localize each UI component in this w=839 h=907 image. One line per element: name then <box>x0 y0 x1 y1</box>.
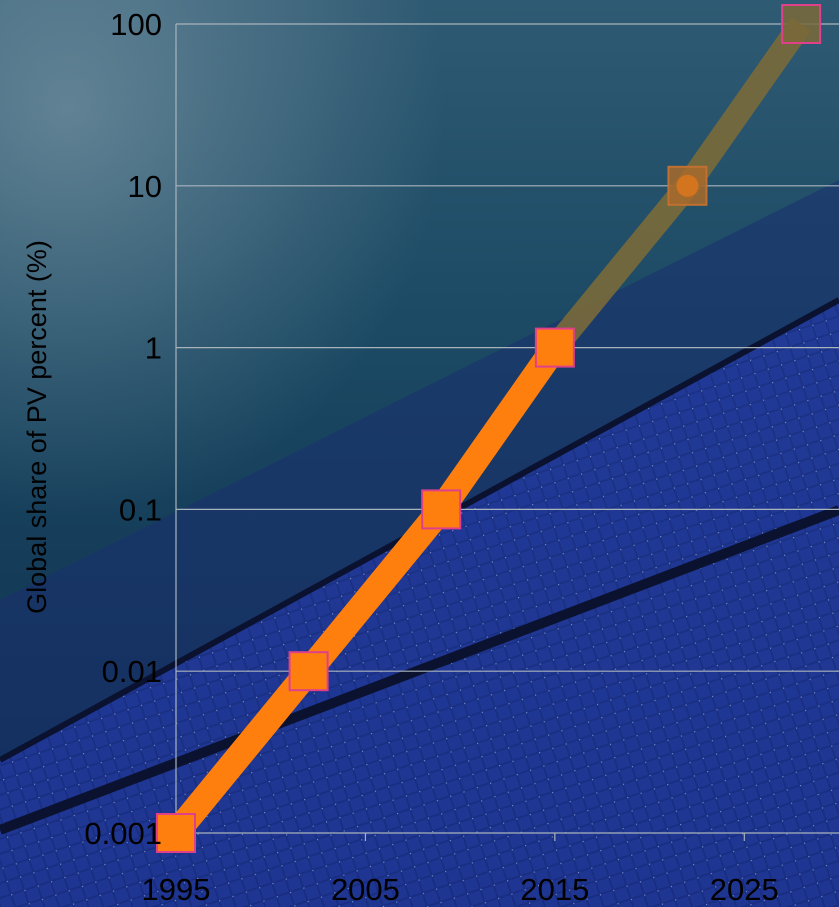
data-marker <box>288 651 329 692</box>
x-tick-label: 2005 <box>331 872 400 907</box>
tick-labels: 0.001 0.01 0.1 1 10 100 1995 2005 2015 2025 <box>84 7 778 907</box>
y-tick-label: 0.001 <box>84 816 162 851</box>
y-tick-label: 0.1 <box>119 492 162 527</box>
data-marker-projected <box>781 4 822 44</box>
data-marker-projected-dot <box>676 174 699 197</box>
data-marker <box>156 813 196 853</box>
grid <box>176 23 839 834</box>
data-marker <box>534 327 575 368</box>
series-line-actual <box>165 340 566 842</box>
y-tick-label: 100 <box>110 7 162 42</box>
x-tick-label: 1995 <box>142 872 211 907</box>
y-tick-label: 0.01 <box>102 654 162 689</box>
x-tick-label: 2015 <box>520 872 589 907</box>
data-marker <box>421 489 462 530</box>
y-tick-label: 10 <box>128 169 162 204</box>
data-markers <box>156 4 822 853</box>
y-axis-label: Global share of PV percent (%) <box>22 240 52 614</box>
y-tick-label: 1 <box>145 331 162 366</box>
x-tick-label: 2025 <box>710 872 779 907</box>
